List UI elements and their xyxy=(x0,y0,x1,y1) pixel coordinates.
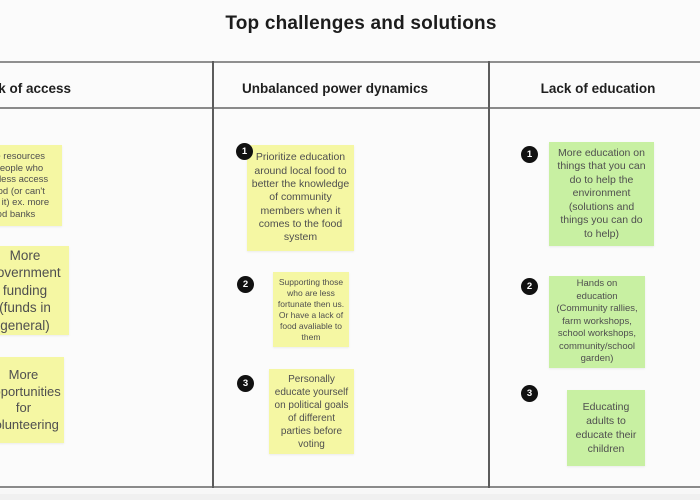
sticky-note-access-1[interactable]: More resources for people who have less … xyxy=(0,145,62,226)
sticky-note-education-1[interactable]: More education on things that you can do… xyxy=(549,142,654,246)
number-badge-1[interactable]: 1 xyxy=(236,143,253,160)
column-header-lack-of-access: Lack of access xyxy=(0,81,72,96)
canvas-background-below-frame xyxy=(0,494,700,500)
column-header-unbalanced-power-dynamics: Unbalanced power dynamics xyxy=(241,81,429,96)
number-badge-1[interactable]: 1 xyxy=(521,146,538,163)
sticky-note-education-2[interactable]: Hands on education (Community rallies, f… xyxy=(549,276,645,368)
sticky-note-power-3[interactable]: Personally educate yourself on political… xyxy=(269,369,354,454)
number-badge-2[interactable]: 2 xyxy=(237,276,254,293)
table-column-divider-2 xyxy=(488,61,490,488)
table-top-border xyxy=(0,61,700,63)
column-header-lack-of-education: Lack of education xyxy=(540,81,656,96)
canvas-edge-strip xyxy=(0,489,700,494)
number-badge-3[interactable]: 3 xyxy=(237,375,254,392)
sticky-note-power-1[interactable]: Prioritize education around local food t… xyxy=(247,145,354,251)
table-column-divider-1 xyxy=(212,61,214,488)
board-title: Top challenges and solutions xyxy=(225,13,497,34)
sticky-note-power-2[interactable]: Supporting those who are less fortunate … xyxy=(273,272,349,347)
number-badge-2[interactable]: 2 xyxy=(521,278,538,295)
sticky-note-access-3[interactable]: More opportunities for volunteering xyxy=(0,357,64,443)
sticky-note-education-3[interactable]: Educating adults to educate their childr… xyxy=(567,390,645,466)
table-header-divider xyxy=(0,107,700,109)
number-badge-3[interactable]: 3 xyxy=(521,385,538,402)
sticky-note-access-2[interactable]: More government funding (funds in genera… xyxy=(0,246,69,335)
table-bottom-border xyxy=(0,486,700,488)
